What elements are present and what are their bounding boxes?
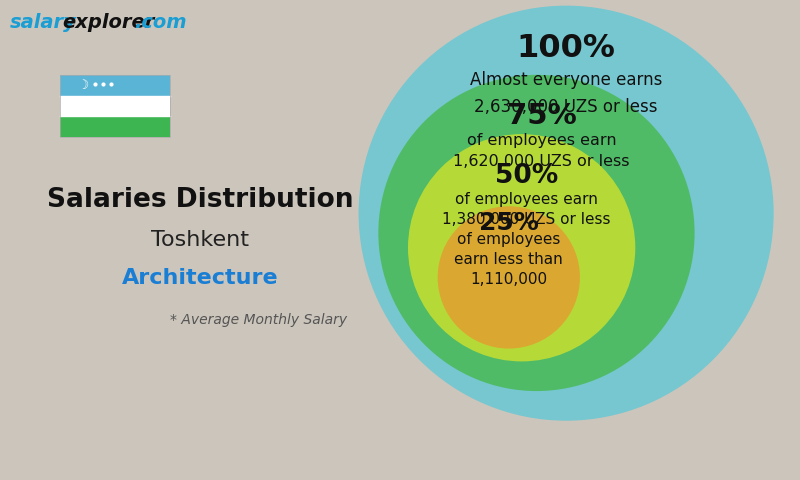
Text: Almost everyone earns: Almost everyone earns xyxy=(470,71,662,89)
Bar xyxy=(60,116,170,137)
Text: 100%: 100% xyxy=(517,33,615,64)
Text: earn less than: earn less than xyxy=(454,252,563,267)
Text: * Average Monthly Salary: * Average Monthly Salary xyxy=(170,313,347,327)
Text: salary: salary xyxy=(10,12,77,32)
Text: 50%: 50% xyxy=(495,163,558,189)
Text: of employees: of employees xyxy=(457,232,561,247)
Text: 2,630,000 UZS or less: 2,630,000 UZS or less xyxy=(474,98,658,117)
Circle shape xyxy=(378,75,694,391)
Text: .com: .com xyxy=(134,12,186,32)
Text: Architecture: Architecture xyxy=(122,268,278,288)
Bar xyxy=(60,75,170,96)
Text: ☽: ☽ xyxy=(78,79,90,92)
Text: Toshkent: Toshkent xyxy=(151,230,249,250)
Circle shape xyxy=(358,6,774,420)
Text: 75%: 75% xyxy=(506,102,576,131)
Text: explorer: explorer xyxy=(62,12,154,32)
Bar xyxy=(60,75,170,137)
Text: 25%: 25% xyxy=(479,211,538,235)
Circle shape xyxy=(438,206,580,348)
Text: Salaries Distribution: Salaries Distribution xyxy=(46,187,354,213)
Circle shape xyxy=(408,134,635,361)
Text: 1,620,000 UZS or less: 1,620,000 UZS or less xyxy=(453,154,630,169)
Text: 1,380,000 UZS or less: 1,380,000 UZS or less xyxy=(442,212,611,227)
Bar xyxy=(60,96,170,116)
Text: of employees earn: of employees earn xyxy=(466,132,616,147)
Text: of employees earn: of employees earn xyxy=(455,192,598,207)
Text: 1,110,000: 1,110,000 xyxy=(470,272,547,287)
